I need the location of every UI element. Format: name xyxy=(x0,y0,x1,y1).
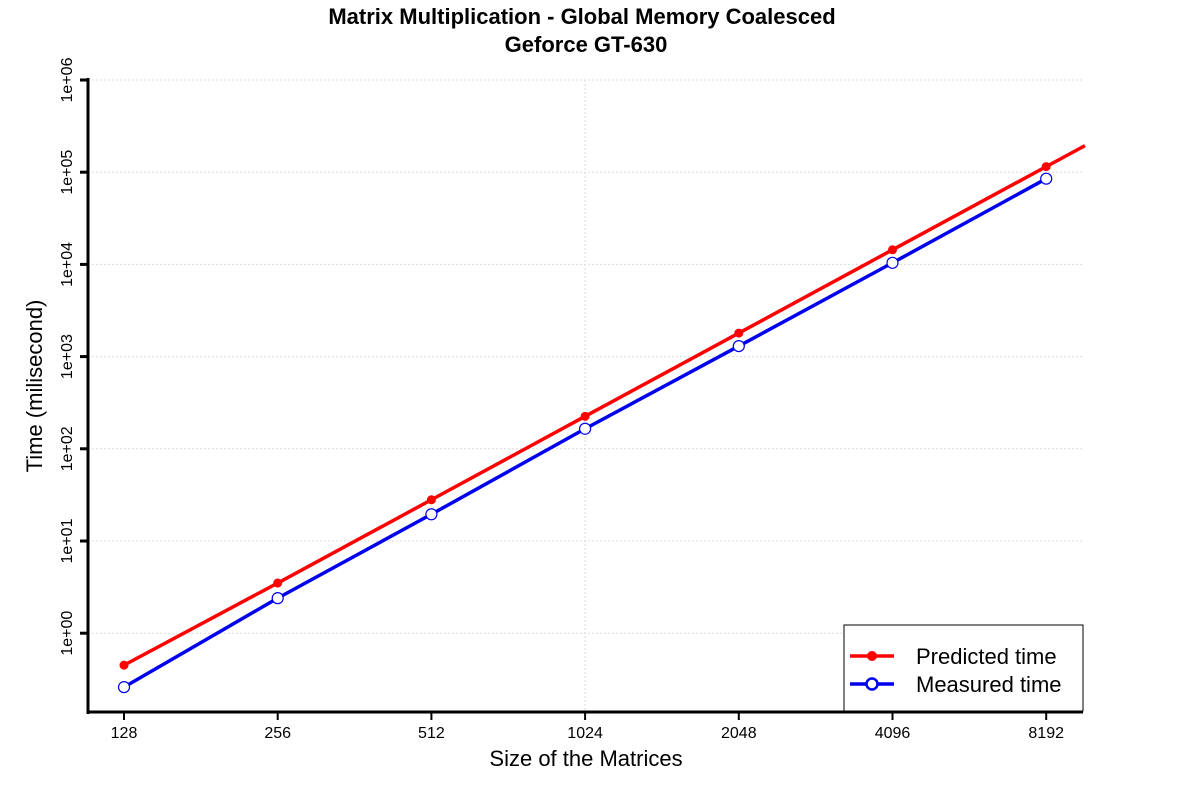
predicted-time-point xyxy=(888,245,897,255)
y-tick-label: 1e+03 xyxy=(59,334,76,379)
x-tick-label: 1024 xyxy=(567,725,603,742)
legend-box xyxy=(843,624,1084,712)
legend-entries: Predicted time Measured time xyxy=(850,644,1062,697)
legend-label-measured-time: Measured time xyxy=(916,672,1062,697)
predicted-time-point xyxy=(273,578,283,588)
chart-title: Matrix Multiplication - Global Memory Co… xyxy=(328,4,835,29)
measured-time-point xyxy=(578,422,592,435)
x-tick-label: 512 xyxy=(418,725,445,742)
x-tick-label: 128 xyxy=(111,725,138,742)
measured-time-point xyxy=(732,339,745,353)
chart-subtitle: Geforce GT-630 xyxy=(505,32,668,57)
x-axis-ticks: 128 256 512 1024 2048 4096 8192 xyxy=(111,712,1064,742)
measured-time-point xyxy=(886,256,899,269)
legend-marker-measured-time xyxy=(865,677,879,691)
predicted-time-line xyxy=(123,144,1086,667)
measured-time-point xyxy=(117,681,131,694)
predicted-time-point xyxy=(119,660,129,670)
measured-time-point xyxy=(271,592,284,605)
series-layer xyxy=(117,144,1086,694)
y-tick-label: 1e+05 xyxy=(59,150,76,195)
y-tick-label: 1e+02 xyxy=(59,426,76,471)
y-axis-ticks: 1e+00 1e+01 1e+02 1e+03 1e+04 1e+05 1e+06 xyxy=(59,57,88,656)
legend-label-predicted-time: Predicted time xyxy=(916,644,1057,669)
x-axis-label: Size of the Matrices xyxy=(489,746,682,771)
legend: Predicted time Measured time xyxy=(843,624,1084,712)
x-tick-label: 8192 xyxy=(1028,725,1064,742)
y-tick-label: 1e+04 xyxy=(59,242,76,287)
grid xyxy=(88,79,1083,712)
predicted-time-point xyxy=(580,411,590,421)
measured-time-point xyxy=(1040,172,1053,185)
measured-time-point xyxy=(425,508,438,521)
predicted-time-point xyxy=(426,495,436,505)
x-tick-label: 2048 xyxy=(721,725,757,742)
legend-marker-predicted-time xyxy=(867,651,877,661)
y-tick-label: 1e+06 xyxy=(59,57,76,102)
y-tick-label: 1e+01 xyxy=(59,518,76,563)
y-axis-label: Time (milisecond) xyxy=(22,300,47,473)
predicted-time-point xyxy=(734,328,744,338)
predicted-time-point xyxy=(1041,162,1051,172)
x-tick-label: 4096 xyxy=(875,725,911,742)
y-tick-label: 1e+00 xyxy=(59,611,76,656)
x-tick-label: 256 xyxy=(264,725,291,742)
